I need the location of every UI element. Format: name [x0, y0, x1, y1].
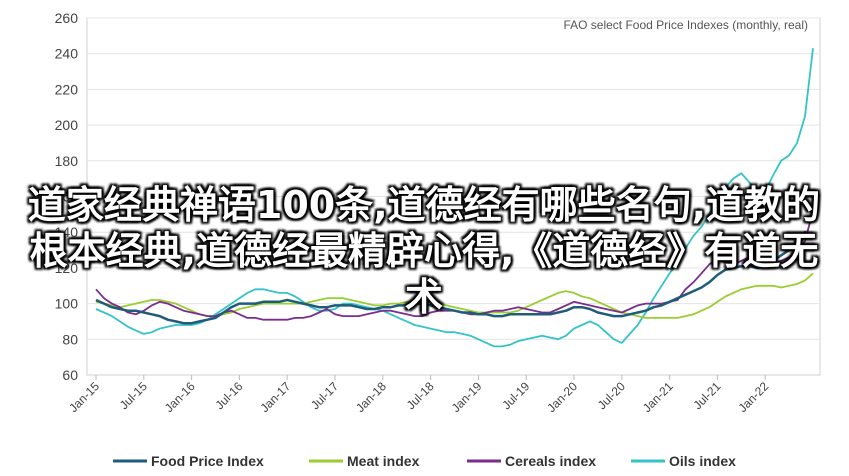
- x-tick-label: Jan-18: [353, 379, 389, 415]
- legend-label-oils: Oils index: [669, 453, 736, 469]
- x-tick-label: Jan-21: [640, 379, 676, 415]
- x-tick-label: Jul-21: [691, 379, 724, 412]
- x-tick-label: Jan-22: [735, 379, 771, 415]
- legend-label-cereals: Cereals index: [505, 453, 596, 469]
- chart-title: FAO select Food Price Indexes (monthly, …: [563, 18, 808, 32]
- x-tick-label: Jan-16: [162, 379, 198, 415]
- y-tick-label: 200: [55, 117, 79, 133]
- x-tick-label: Jul-20: [595, 379, 628, 412]
- y-tick-label: 160: [55, 189, 79, 205]
- series-line-food: [95, 230, 814, 325]
- x-tick-label: Jul-19: [499, 379, 532, 412]
- legend-label-meat: Meat index: [347, 453, 420, 469]
- x-tick-label: Jan-15: [66, 379, 102, 415]
- x-tick-label: Jul-16: [213, 379, 246, 412]
- x-tick-label: Jan-20: [544, 379, 580, 415]
- x-tick-label: Jul-17: [308, 379, 341, 412]
- y-tick-label: 140: [55, 224, 79, 240]
- y-tick-label: 240: [55, 46, 79, 62]
- x-tick-label: Jan-19: [449, 379, 485, 415]
- y-tick-label: 260: [55, 10, 79, 26]
- series-line-oils: [95, 48, 814, 348]
- y-tick-label: 80: [62, 331, 78, 347]
- y-tick-label: 100: [55, 296, 79, 312]
- y-tick-label: 120: [55, 260, 79, 276]
- y-tick-label: 220: [55, 81, 79, 97]
- x-tick-label: Jul-15: [117, 379, 150, 412]
- y-tick-label: 180: [55, 153, 79, 169]
- legend-label-food: Food Price Index: [151, 453, 264, 469]
- y-tick-label: 60: [62, 367, 78, 383]
- x-tick-label: Jul-18: [404, 379, 437, 412]
- x-tick-label: Jan-17: [257, 379, 293, 415]
